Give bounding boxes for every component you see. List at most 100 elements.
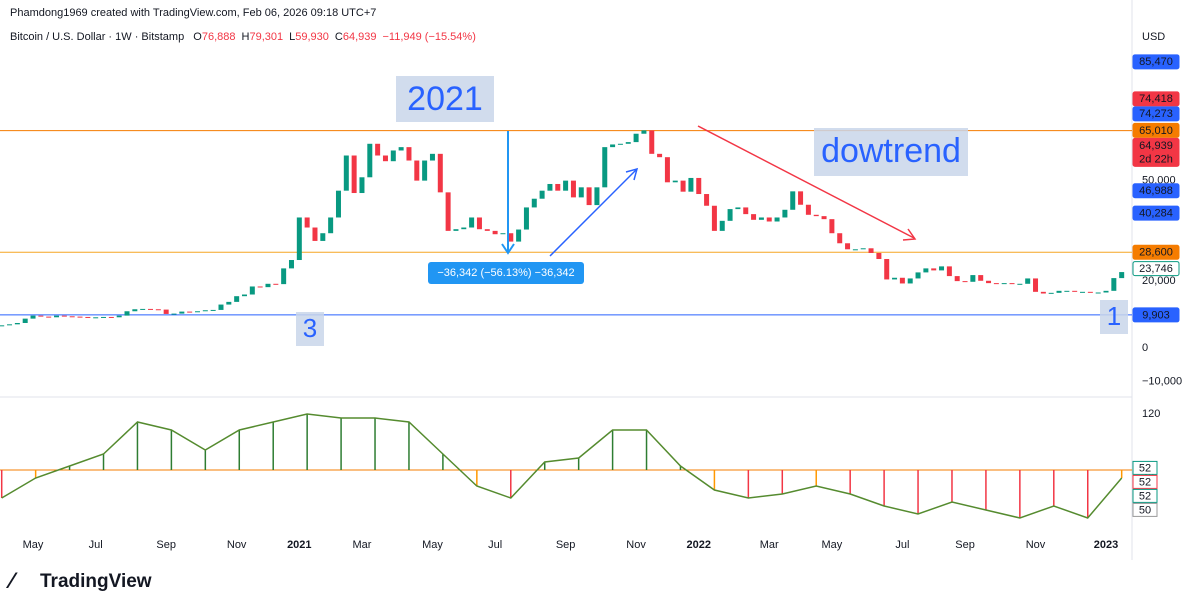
x-tick-label: Sep (955, 539, 975, 551)
candle (907, 278, 913, 284)
candle (610, 144, 616, 148)
credit: Phamdong1969 created with TradingView.co… (10, 7, 376, 19)
candle (696, 177, 702, 195)
y-tick-label: −10,000 (1142, 376, 1182, 388)
candle (774, 217, 780, 222)
candle (876, 252, 882, 260)
measure-label: −36,342 (−56.13%) −36,342 (437, 267, 574, 279)
ohlc-value: 79,301 (249, 31, 283, 43)
candle (367, 143, 373, 178)
candle (516, 229, 522, 242)
candle (218, 304, 224, 310)
candle (163, 309, 169, 314)
candle (108, 316, 114, 318)
price-tag (1132, 106, 1180, 122)
candle (320, 233, 326, 241)
annotation-box (1100, 300, 1128, 334)
candle (563, 180, 569, 191)
y-axis-label: USD (1142, 31, 1165, 43)
candle (915, 272, 921, 279)
candle (602, 147, 608, 188)
candle (821, 216, 827, 220)
candle (445, 192, 451, 231)
candle (939, 266, 945, 271)
candle (249, 286, 255, 295)
candle (296, 217, 302, 261)
x-tick-label: Mar (352, 539, 371, 551)
osc-tag (1132, 474, 1158, 489)
candle (14, 322, 20, 325)
candle (124, 311, 130, 316)
logo: ⁄ TradingView (5, 568, 152, 593)
x-tick-label: 2021 (287, 539, 311, 551)
annotation: 3 (303, 313, 317, 343)
candle (484, 229, 490, 231)
candle (375, 143, 381, 156)
candle (179, 311, 185, 314)
candle (461, 227, 467, 230)
x-tick-label: 2023 (1094, 539, 1118, 551)
candle (829, 219, 835, 234)
x-tick-label: May (422, 539, 443, 551)
candle (751, 214, 757, 220)
candle (46, 316, 52, 318)
x-tick-label: May (822, 539, 843, 551)
candle (155, 309, 161, 311)
ohlc-key: C (335, 31, 343, 43)
candle (798, 191, 804, 205)
candle (1033, 278, 1039, 292)
y-tick-label: 120 (1142, 408, 1160, 420)
candle (210, 309, 216, 311)
candle (398, 147, 404, 151)
candle (625, 142, 631, 144)
price-tag-label: 28,600 (1139, 247, 1173, 259)
osc-line (1, 413, 1123, 519)
osc-tag (1132, 502, 1158, 517)
price-tag (1132, 307, 1180, 323)
candle (704, 194, 710, 206)
candle (7, 324, 13, 326)
candle (93, 317, 99, 319)
candle (0, 325, 5, 327)
candle (69, 316, 75, 318)
legend: Bitcoin / U.S. Dollar · 1W · Bitstamp O7… (10, 31, 476, 43)
annotation-box (396, 76, 494, 122)
candle (1025, 278, 1031, 284)
candle (1017, 283, 1023, 285)
ohlc-key: H (242, 31, 250, 43)
price-tag-label: 85,470 (1139, 56, 1173, 68)
candle (202, 310, 208, 312)
candle (547, 183, 553, 191)
x-tick-label: Jul (895, 539, 909, 551)
y-tick-label: 20,000 (1142, 275, 1176, 287)
ohlc-key: O (193, 31, 202, 43)
measure-box (428, 262, 584, 284)
x-tick-label: Nov (227, 539, 247, 551)
annotation: dowtrend (821, 132, 961, 170)
candle (61, 315, 67, 317)
candle (672, 180, 678, 183)
x-tick-label: May (23, 539, 44, 551)
price-tag-label: 46,988 (1139, 185, 1173, 197)
candle (1001, 283, 1007, 285)
candle (492, 230, 498, 235)
candle (884, 259, 890, 280)
annotation-box (814, 128, 968, 176)
candle (22, 318, 28, 323)
ohlc-value: 76,888 (202, 31, 236, 43)
candle (735, 207, 741, 210)
candle (85, 316, 91, 318)
price-tag (1132, 183, 1180, 199)
osc-tag-label: 52 (1139, 462, 1151, 474)
price-tag-label: 23,746 (1139, 263, 1173, 275)
candle (578, 187, 584, 198)
candle (664, 157, 670, 183)
candle (594, 187, 600, 206)
osc-tag-label: 52 (1139, 476, 1151, 488)
candle (226, 301, 232, 305)
candle (860, 248, 866, 250)
candle (422, 160, 428, 181)
osc-tag-label: 52 (1139, 490, 1151, 502)
ohlc-key: L (289, 31, 295, 43)
price-tag (1132, 54, 1180, 70)
